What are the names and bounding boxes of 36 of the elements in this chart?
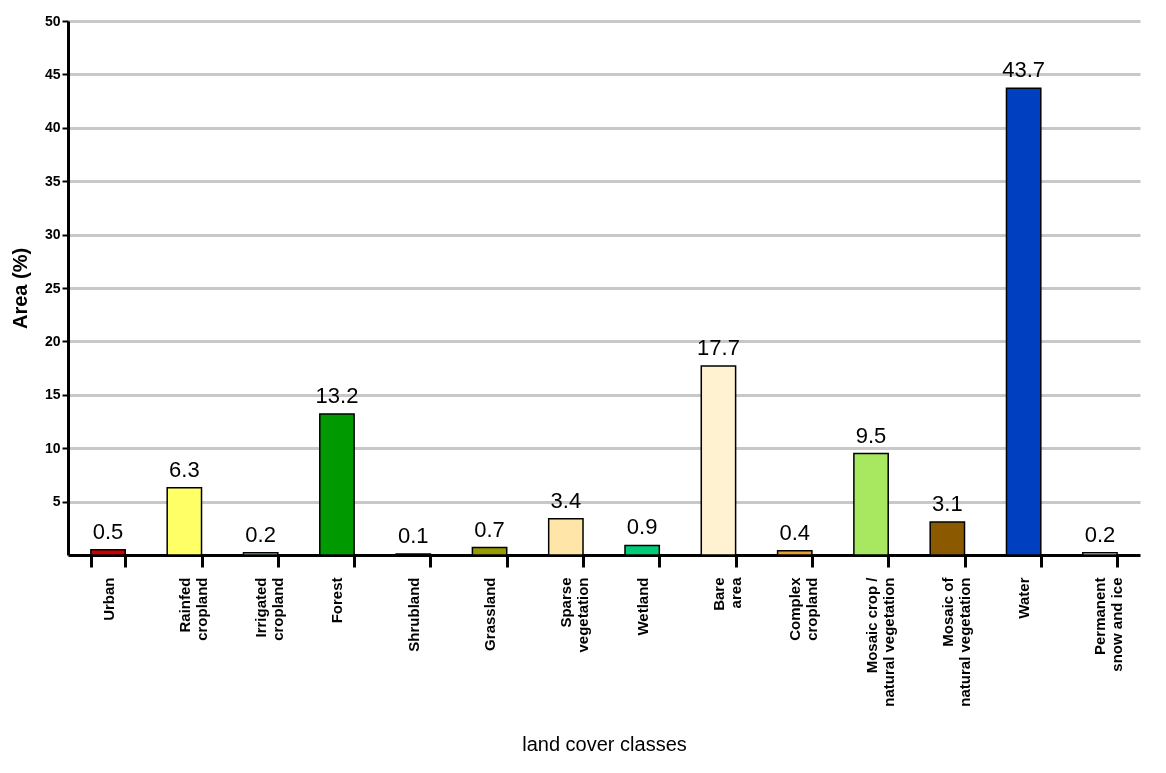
data-label: 0.2 [245, 521, 276, 547]
x-tick-label: Shrubland [404, 577, 422, 652]
y-axis-title: Area (%) [8, 247, 31, 330]
data-label: 9.5 [855, 422, 887, 448]
x-tick-label: Sparse vegetation [557, 577, 592, 653]
x-tick-label: Grassland [481, 577, 499, 651]
data-label: 0.7 [474, 516, 505, 542]
y-tick-label: 20 [44, 332, 61, 349]
x-tick-label: Bare area [709, 576, 744, 611]
y-tick-label: 45 [44, 65, 61, 82]
y-tick-label: 10 [44, 439, 61, 456]
y-tick-label: 50 [44, 12, 61, 29]
data-label: 17.7 [697, 334, 740, 360]
y-tick-label: 30 [44, 226, 61, 243]
data-label: 0.4 [779, 519, 811, 545]
x-tick-label: Wetland [633, 577, 651, 636]
y-tick-label: 15 [44, 386, 61, 403]
y-tick-label: 5 [52, 493, 61, 510]
y-tick-label: 35 [44, 172, 61, 189]
x-axis-title: land cover classes [522, 732, 687, 755]
x-tick-label: Forest [328, 577, 346, 624]
data-label: 43.7 [1002, 57, 1046, 83]
data-label: 13.2 [315, 383, 359, 409]
data-label: 3.4 [550, 487, 582, 513]
data-label: 3.1 [932, 490, 963, 516]
y-tick-label: 40 [44, 119, 61, 136]
data-label: 0.1 [397, 522, 429, 548]
data-label: 0.9 [626, 514, 658, 540]
data-label: 0.5 [92, 518, 124, 544]
data-label: 0.2 [1084, 521, 1116, 547]
x-tick-label: Urban [99, 577, 117, 621]
x-tick-label: Water [1015, 577, 1033, 619]
y-tick-label: 25 [44, 279, 61, 296]
data-label: 6.3 [169, 456, 200, 482]
x-tick-label: Permanent snow and ice [1091, 577, 1126, 672]
x-tick-label: Rainfed cropland [175, 577, 210, 641]
